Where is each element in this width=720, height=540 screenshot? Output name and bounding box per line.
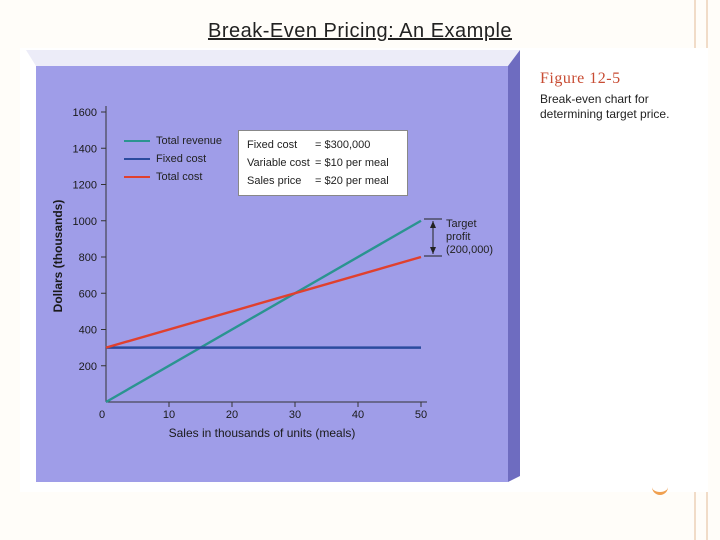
legend-label: Fixed cost <box>156 153 207 165</box>
legend-swatch <box>124 176 150 179</box>
assumption-name: Sales price <box>247 175 302 187</box>
y-tick-label: 600 <box>79 288 97 300</box>
assumption-variable-cost: Variable cost = $10 per meal <box>247 157 389 169</box>
x-tick-label: 20 <box>226 409 238 421</box>
total-revenue-line <box>105 219 422 404</box>
x-axis-label: Sales in thousands of units (meals) <box>169 426 356 440</box>
legend-swatch <box>124 158 150 161</box>
figure-caption: Break-even chart for determining target … <box>540 92 670 121</box>
target-profit-bracket <box>424 218 442 257</box>
chart-frame-top <box>26 50 520 66</box>
assumption-name: Fixed cost <box>247 139 298 151</box>
chart-axes <box>105 106 427 403</box>
assumption-value: = $20 per meal <box>315 175 389 187</box>
x-tick-label: 50 <box>415 409 427 421</box>
y-tick-label: 1000 <box>73 216 97 228</box>
target-profit-note: Target profit (200,000) <box>446 218 493 257</box>
x-tick-label: 30 <box>289 409 301 421</box>
assumption-name: Variable cost <box>247 157 310 169</box>
series-legend: Total revenue Fixed cost Total cost <box>124 135 222 189</box>
total-cost-line <box>105 255 422 349</box>
legend-label: Total revenue <box>156 135 223 147</box>
chart-ticks: 200 400 600 800 1000 1200 1400 1600 0 10 20 30 40 50 <box>73 107 428 421</box>
y-tick-label: 800 <box>79 252 97 264</box>
assumption-value: = $300,000 <box>315 139 371 151</box>
y-tick-label: 1400 <box>73 143 97 155</box>
chart-series <box>105 219 422 404</box>
legend-item-total-revenue: Total revenue <box>124 135 222 153</box>
y-tick-label: 400 <box>79 325 97 337</box>
y-tick-label: 1600 <box>73 107 97 119</box>
x-tick-label: 40 <box>352 409 364 421</box>
assumption-sales-price: Sales price = $20 per meal <box>247 175 389 187</box>
legend-label: Total cost <box>156 171 203 183</box>
assumptions-box: Fixed cost = $300,000 Variable cost = $10 … <box>238 130 408 196</box>
y-axis-label: Dollars (thousands) <box>51 200 65 313</box>
x-tick-label: 0 <box>99 409 105 421</box>
decorative-mark <box>652 484 668 495</box>
y-tick-label: 1200 <box>73 180 97 192</box>
legend-swatch <box>124 140 150 143</box>
slide-title-text: Break-Even Pricing: An Example <box>207 20 513 42</box>
slide-title: Break-Even Pricing: An Example <box>0 20 720 43</box>
y-tick-label: 200 <box>79 361 97 373</box>
target-note-line: Target <box>446 218 477 230</box>
legend-item-fixed-cost: Fixed cost <box>124 153 222 171</box>
target-note-line: (200,000) <box>446 244 494 256</box>
target-note-line: profit <box>446 231 471 243</box>
legend-item-total-cost: Total cost <box>124 171 222 189</box>
x-tick-label: 10 <box>163 409 175 421</box>
assumption-value: = $10 per meal <box>315 157 389 169</box>
chart-plot-background <box>36 66 508 482</box>
figure-label: Figure 12-5 <box>540 70 621 87</box>
chart-frame-right <box>508 50 520 482</box>
assumption-fixed-cost: Fixed cost = $300,000 <box>247 139 370 151</box>
